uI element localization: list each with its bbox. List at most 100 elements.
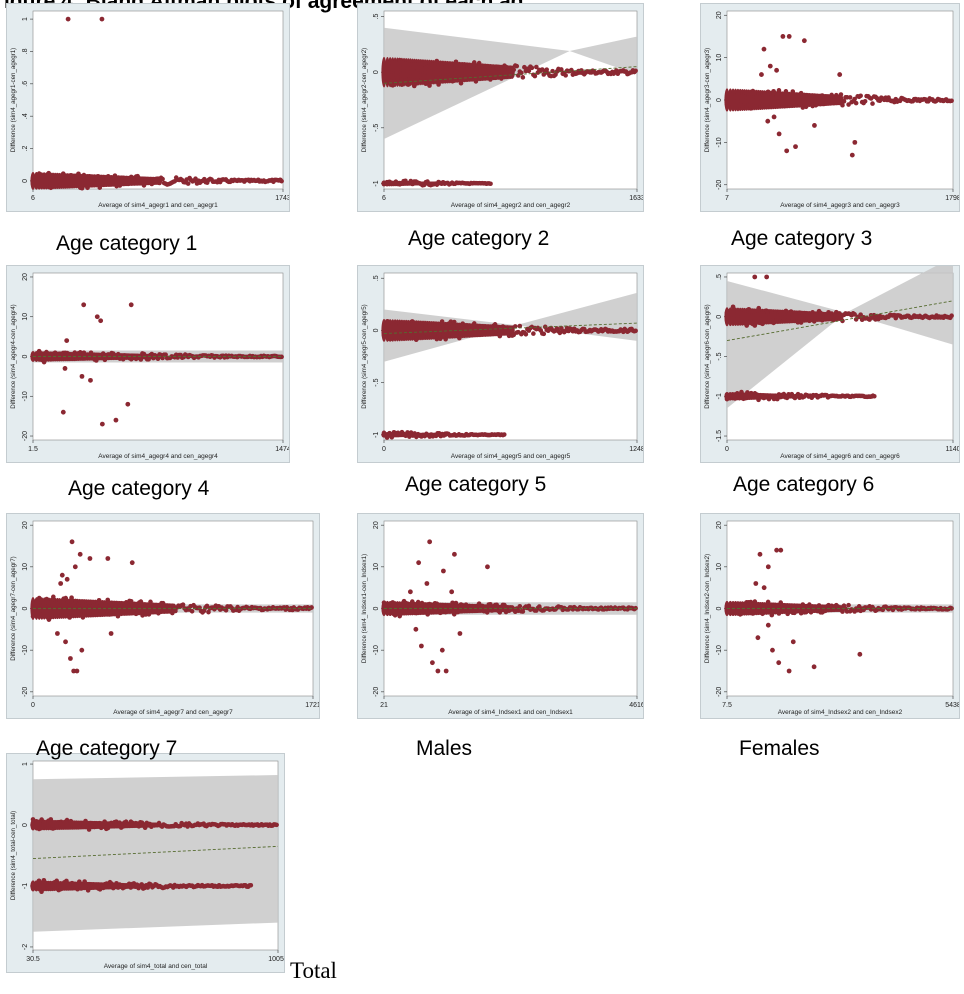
y-tick-label: 1: [22, 762, 29, 766]
data-point: [309, 605, 314, 610]
y-axis-label: Difference (sim4_agegr3-cen_agegr3): [704, 48, 711, 152]
data-point: [185, 181, 191, 186]
data-point: [113, 417, 119, 423]
data-point: [125, 401, 131, 407]
data-point: [852, 312, 857, 317]
plot-panel-age-category-7: -20 -10 0 10 20 0 1721 Average of sim4_agegr7 a…: [6, 513, 320, 719]
data-point: [949, 606, 954, 611]
data-point: [443, 668, 449, 674]
x-axis-label: Average of sim4_agegr5 and cen_agegr5: [451, 453, 571, 460]
data-point: [88, 377, 93, 383]
data-point: [759, 72, 764, 77]
data-point: [755, 635, 761, 641]
y-tick-label: .5: [373, 14, 380, 20]
data-point: [526, 68, 532, 74]
data-point: [69, 539, 75, 545]
caption-age-category-6: Age category 6: [733, 473, 875, 496]
data-cluster: [30, 594, 314, 622]
y-tick-label: -10: [22, 391, 29, 401]
data-point: [846, 602, 851, 608]
y-tick-label: 10: [373, 563, 380, 571]
data-point: [852, 139, 858, 145]
data-point: [790, 639, 796, 645]
data-cluster: [724, 389, 877, 403]
bland-altman-plot-age-1: 0 .2 .4 .6 .8 1 6 1743 Average of sim4_agegr1 an…: [10, 10, 289, 209]
bland-altman-plot-total: -2 -1 0 1 30.5 10055 Average of sim4_total and…: [10, 760, 284, 970]
y-tick-label: -1: [373, 432, 380, 438]
data-point: [853, 100, 859, 106]
y-tick-label: 0: [373, 70, 380, 74]
x-axis-label: Average of sim4_total and cen_total: [104, 963, 208, 970]
confidence-band-right: [845, 266, 953, 345]
data-point: [949, 98, 954, 104]
data-point: [94, 314, 100, 320]
y-tick-label: -10: [716, 137, 723, 147]
bland-altman-plot-age-3: -20 -10 0 10 20 7 1798 Average of sim4_agegr3 a…: [704, 10, 959, 209]
data-point: [87, 556, 93, 561]
data-point: [99, 421, 105, 427]
y-tick-label: -1.5: [716, 430, 723, 442]
data-point: [435, 668, 441, 674]
plot-panel-total: -2 -1 0 1 30.5 10055 Average of sim4_total and…: [6, 753, 285, 973]
data-point: [441, 568, 446, 574]
x-tick-label: 7: [725, 195, 729, 202]
data-point: [730, 304, 736, 310]
caption-males: Males: [416, 737, 473, 760]
data-point: [563, 73, 568, 78]
x-tick-label: 0: [382, 446, 386, 453]
data-point: [761, 585, 767, 591]
y-tick-label: 10: [716, 563, 723, 571]
data-point: [512, 324, 518, 329]
y-axis-label: Difference (sim4_total-cen_total): [10, 811, 17, 900]
caption-total: Total: [290, 958, 337, 983]
data-point: [840, 318, 845, 324]
plot-panel-females: -20 -10 0 10 20 7.5 5438 Average of sim4_Indsex…: [700, 513, 960, 719]
data-point: [279, 178, 284, 184]
y-tick-label: -10: [373, 645, 380, 655]
data-point: [949, 313, 954, 319]
x-tick-label: 1721: [305, 702, 319, 709]
data-point: [407, 589, 413, 595]
data-point: [81, 302, 87, 308]
data-cluster: [724, 304, 954, 328]
data-point: [752, 274, 758, 280]
data-point: [517, 603, 523, 609]
x-tick-label: 5438: [945, 702, 959, 709]
x-tick-label: 1140: [945, 446, 959, 453]
data-point: [872, 393, 877, 399]
data-point: [786, 34, 792, 39]
data-point: [59, 572, 65, 578]
data-point: [65, 16, 71, 22]
data-point: [633, 68, 638, 74]
data-point: [64, 338, 70, 343]
data-point: [534, 64, 539, 70]
data-point: [523, 331, 529, 337]
data-point: [424, 581, 430, 586]
y-tick-label: 10: [22, 313, 29, 321]
x-tick-label: 1.5: [28, 446, 38, 453]
data-point: [786, 668, 792, 674]
x-axis-label: Average of sim4_agegr2 and cen_agegr2: [451, 202, 571, 209]
data-point: [765, 118, 771, 124]
y-tick-label: -1: [373, 180, 380, 186]
data-point: [511, 67, 517, 73]
data-point: [189, 608, 195, 614]
x-axis-label: Average of sim4_agegr1 and cen_agegr1: [98, 202, 218, 209]
data-point: [427, 539, 433, 545]
data-point: [279, 354, 284, 360]
x-tick-label: 10055: [268, 956, 284, 963]
data-point: [108, 631, 114, 636]
data-point: [98, 318, 104, 324]
data-point: [79, 373, 85, 379]
data-point: [858, 312, 863, 317]
y-tick-label: 10: [716, 54, 723, 62]
y-tick-label: -.5: [373, 378, 380, 386]
data-point: [849, 152, 855, 158]
data-point: [64, 576, 70, 582]
data-point: [780, 34, 786, 39]
y-tick-label: 0: [716, 315, 723, 319]
bland-altman-plot-males: -20 -10 0 10 20 21 4616 Average of sim4_Indsex1…: [361, 520, 643, 716]
plot-panel-age-category-2: -1 -.5 0 .5 6 1633 Average of sim4_agegr2 and …: [357, 3, 644, 212]
plot-panel-age-category-1: 0 .2 .4 .6 .8 1 6 1743 Average of sim4_agegr1 an…: [6, 3, 290, 212]
data-point: [485, 564, 490, 570]
